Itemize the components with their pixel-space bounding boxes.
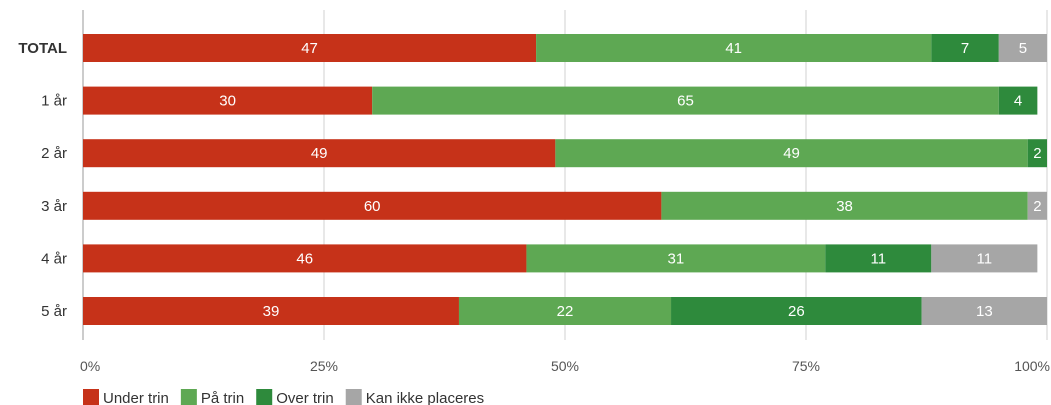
bar-value-label: 5 [1019, 40, 1027, 57]
bar-segment [825, 244, 932, 273]
bar-segment [661, 191, 1028, 220]
bar-segment [1027, 191, 1047, 220]
bar-segment [83, 34, 537, 62]
category-label: 1 år [41, 93, 67, 110]
legend-label: Under trin [103, 390, 169, 405]
bar-segment [1027, 139, 1047, 168]
bar-value-label: 60 [364, 198, 381, 215]
bar-value-label: 39 [263, 303, 280, 320]
bar-value-label: 47 [301, 40, 318, 57]
bar-segment [998, 86, 1038, 115]
bar-value-label: 46 [296, 250, 313, 267]
bar-segment [83, 297, 459, 325]
gridlines [82, 10, 1048, 340]
bar-value-label: 22 [557, 303, 574, 320]
legend-label: På trin [201, 390, 244, 405]
bar-value-label: 7 [961, 40, 969, 57]
legend-swatch [180, 389, 197, 405]
bar-segment [931, 244, 1038, 273]
category-label: 5 år [41, 303, 67, 320]
category-label: 4 år [41, 250, 67, 267]
bar-segment [458, 297, 672, 325]
bar-value-label: 30 [219, 93, 236, 110]
legend-label: Kan ikke placeres [366, 390, 484, 405]
bar-value-label: 65 [677, 93, 694, 110]
category-labels: TOTAL 1 år 2 år 3 år 4 år 5 år [18, 40, 67, 320]
bar-value-label: 31 [668, 250, 685, 267]
bar-value-label: 2 [1033, 198, 1041, 215]
bar-value-label: 4 [1014, 93, 1022, 110]
bar-segment [536, 34, 932, 62]
bar-value-label: 41 [725, 40, 742, 57]
legend-swatch [345, 389, 362, 405]
bar-value-label: 11 [977, 250, 993, 267]
x-axis-tick-labels: 0% 25% 50% 75% 100% [80, 358, 1050, 374]
bar-segment [555, 139, 1028, 168]
category-label: 3 år [41, 198, 67, 215]
legend-label: Over trin [276, 390, 334, 405]
bar-value-label: 49 [311, 145, 328, 162]
bar-segment [671, 297, 922, 325]
x-tick-label: 75% [792, 358, 820, 374]
bar-segment [931, 34, 999, 62]
x-tick-label: 100% [1014, 358, 1050, 374]
category-label: TOTAL [18, 40, 67, 57]
bar-segment [83, 191, 662, 220]
x-tick-label: 50% [551, 358, 579, 374]
bar-value-label: 11 [871, 250, 887, 267]
bars: 47 41 7 5 30 65 4 49 49 2 60 38 2 46 31 11 11 39 22 26 13 [83, 34, 1047, 325]
x-tick-label: 0% [80, 358, 100, 374]
legend: Under trin På trin Over trin Kan ikke place… [83, 389, 484, 405]
bar-value-label: 13 [976, 303, 993, 320]
legend-swatch [83, 389, 99, 405]
category-label: 2 år [41, 145, 67, 162]
bar-segment [526, 244, 826, 273]
bar-value-label: 49 [783, 145, 800, 162]
bar-value-label: 26 [788, 303, 805, 320]
bar-segment [921, 297, 1047, 325]
bar-segment [83, 139, 556, 168]
bar-segment [83, 244, 527, 273]
bar-segment [83, 86, 373, 115]
bar-segment [998, 34, 1047, 62]
legend-swatch [256, 389, 273, 405]
bar-segment [372, 86, 999, 115]
bar-value-label: 38 [836, 198, 853, 215]
bar-value-label: 2 [1033, 145, 1041, 162]
x-tick-label: 25% [310, 358, 338, 374]
